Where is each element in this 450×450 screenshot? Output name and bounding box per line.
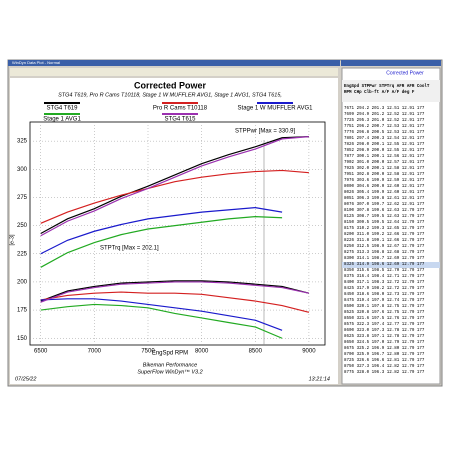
y-tick-label: 175 <box>17 308 28 314</box>
x-tick-label: 9000 <box>302 349 316 355</box>
x-axis-label: EngSpd RPM <box>152 351 188 357</box>
y-tick-label: 225 <box>17 251 28 257</box>
footer-date: 07/25/22 <box>15 376 36 382</box>
table-row: 7699 294.9 201.2 12.52 12.91 177 <box>344 113 425 117</box>
table-row: 7671 294.2 201.3 12.51 12.91 177 <box>344 107 425 111</box>
table-row: 8100 307.8 199.6 12.63 12.79 177 <box>344 209 425 213</box>
plot-frame <box>29 121 326 346</box>
legend-label: STG4 T615 <box>165 117 197 123</box>
table-row: 8425 317.9 198.2 12.72 12.79 177 <box>344 287 425 291</box>
table-row: 7751 296.2 200.7 12.53 12.91 177 <box>344 125 425 129</box>
table-row: 8450 318.6 198.0 12.73 12.79 177 <box>344 293 425 297</box>
legend-label: Pro R Cams T10118 <box>153 106 208 112</box>
table-row: 8475 319.4 197.9 12.74 12.79 177 <box>344 299 425 303</box>
y-tick-label: 200 <box>17 280 28 286</box>
table-row: 7976 303.6 199.9 12.59 12.91 177 <box>344 179 425 183</box>
table-panel <box>341 67 441 385</box>
table-row: 8076 307.0 199.7 12.62 12.91 177 <box>344 203 425 207</box>
footer-software: SuperFlow WinDyn™ V3.2 <box>137 369 202 375</box>
x-tick-label: 8500 <box>249 349 263 355</box>
table-highlight <box>342 262 440 268</box>
y-tick-label: 300 <box>17 167 28 173</box>
window-title: WinDyn Data Plot - Normal <box>12 60 60 65</box>
x-tick-label: 6500 <box>34 349 48 355</box>
table-row: 8500 320.1 197.8 12.75 12.79 177 <box>344 305 425 309</box>
table-row: 7925 302.0 200.1 12.58 12.91 177 <box>344 167 425 171</box>
torque-line <box>40 291 310 313</box>
y-tick-label: 325 <box>17 139 28 145</box>
power-line <box>40 206 283 255</box>
table-row: 8226 311.8 199.1 12.66 12.79 177 <box>344 239 425 243</box>
y-tick-label: 275 <box>17 195 28 201</box>
y-tick-label: 250 <box>17 223 28 229</box>
legend-label: STG4 T619 <box>47 106 79 112</box>
table-row: 8375 316.4 198.4 12.71 12.79 177 <box>344 275 425 279</box>
y-axis-label: [e-3] <box>9 234 15 245</box>
table-row: 8725 326.6 196.6 12.81 12.79 177 <box>344 359 425 363</box>
chart-title: Corrected Power <box>134 80 207 90</box>
table-title-bar <box>341 60 441 66</box>
torque-line <box>40 298 283 331</box>
annotation: STPTrq [Max = 202.1] <box>100 246 159 252</box>
x-tick-label: 8000 <box>195 349 209 355</box>
table-header-bg <box>342 80 440 102</box>
table-row: 7725 295.3 201.0 12.52 12.91 177 <box>344 119 425 123</box>
table-row: 8700 325.9 196.7 12.80 12.79 177 <box>344 353 425 357</box>
legend-label: Stage 1 W MUFFLER AVG1 <box>238 106 314 112</box>
power-line <box>40 216 283 268</box>
table-row: 8750 327.3 196.4 12.82 12.79 177 <box>344 365 425 369</box>
table-header: EngSpd STPPwr STPTrq AFR AFR CoolT <box>344 84 430 89</box>
table-row: 7776 296.8 200.5 12.53 12.91 177 <box>344 131 425 135</box>
table-row: 8625 323.8 197.1 12.78 12.79 177 <box>344 335 425 339</box>
table-row: 8650 324.5 197.0 12.79 12.79 177 <box>344 341 425 345</box>
legend-label: Stage 1 AVG1 <box>43 117 81 123</box>
y-tick-label: 150 <box>17 336 28 342</box>
table-row: 8350 315.6 198.5 12.70 12.79 177 <box>344 269 425 273</box>
table-row: 7826 298.0 200.1 12.55 12.91 177 <box>344 143 425 147</box>
torque-line <box>40 303 283 339</box>
power-line <box>40 169 309 224</box>
annotation: STPPwr [Max = 330.9] <box>235 129 296 135</box>
table-row: 8275 313.3 198.8 12.68 12.79 177 <box>344 251 425 255</box>
table-row: 7877 300.1 200.1 12.56 12.91 177 <box>344 155 425 159</box>
table-row: 7801 297.4 200.3 12.54 12.91 177 <box>344 137 425 141</box>
table-row: 8000 304.6 200.0 12.60 12.91 177 <box>344 185 425 189</box>
power-line <box>40 136 309 235</box>
torque-line <box>40 281 310 303</box>
torque-line <box>40 280 310 302</box>
table-row: 8026 305.4 199.9 12.60 12.91 177 <box>344 191 425 195</box>
x-tick-label: 7500 <box>141 349 155 355</box>
table-row: 8300 314.1 198.7 12.69 12.79 177 <box>344 257 425 261</box>
table-row: 8250 312.5 198.9 12.67 12.79 177 <box>344 245 425 249</box>
table-row: 8175 310.2 199.3 12.65 12.79 177 <box>344 227 425 231</box>
footer-time: 13:21:14 <box>309 376 330 382</box>
table-row: 8575 322.3 197.4 12.77 12.79 177 <box>344 323 425 327</box>
table-row: 7902 301.0 200.0 12.57 12.91 177 <box>344 161 425 165</box>
table-title: Corrected Power <box>386 70 424 76</box>
chart-panel <box>10 78 338 384</box>
table-row: 7951 302.8 200.0 12.58 12.91 177 <box>344 173 425 177</box>
table-row: 8051 306.3 199.8 12.61 12.91 177 <box>344 197 425 201</box>
table-row: 8326 314.9 198.6 12.69 12.79 177 <box>344 263 425 267</box>
x-tick-label: 7000 <box>88 349 102 355</box>
table-row: 8400 317.1 198.3 12.72 12.79 177 <box>344 281 425 285</box>
table-row: 8550 321.6 197.5 12.76 12.79 177 <box>344 317 425 321</box>
table-row: 7852 298.9 200.0 12.55 12.91 177 <box>344 149 425 153</box>
footer-company: Bikeman Performance <box>143 362 197 368</box>
table-row: 8200 311.0 199.2 12.66 12.79 177 <box>344 233 425 237</box>
table-row: 8150 309.5 199.5 12.64 12.79 177 <box>344 221 425 225</box>
table-row: 8600 323.0 197.3 12.78 12.79 177 <box>344 329 425 333</box>
table-row: 8125 308.7 199.5 12.63 12.79 177 <box>344 215 425 219</box>
toolbar <box>10 68 338 76</box>
table-row: 8525 320.8 197.6 12.75 12.79 177 <box>344 311 425 315</box>
table-row: 8775 328.0 196.3 12.82 12.79 177 <box>344 371 425 375</box>
table-row: 8675 325.2 196.9 12.80 12.79 177 <box>344 347 425 351</box>
title-bar <box>8 60 340 66</box>
table-header: RPM CHp Clb-ft A/F A/F deg F <box>344 90 415 95</box>
power-line <box>40 136 309 237</box>
chart-subtitle: STG4 T619, Pro R Cams T10118, Stage 1 W … <box>58 92 282 98</box>
